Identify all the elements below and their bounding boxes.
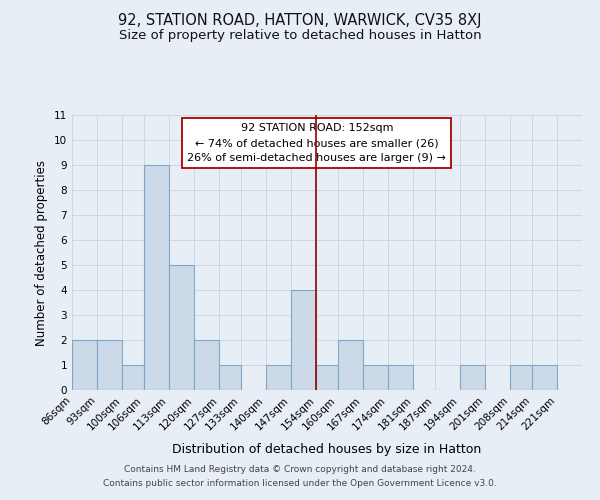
Text: Contains HM Land Registry data © Crown copyright and database right 2024.
Contai: Contains HM Land Registry data © Crown c… [103,466,497,487]
Text: 92 STATION ROAD: 152sqm
← 74% of detached houses are smaller (26)
26% of semi-de: 92 STATION ROAD: 152sqm ← 74% of detache… [187,123,446,163]
Bar [291,290,316,390]
Text: Size of property relative to detached houses in Hatton: Size of property relative to detached ho… [119,29,481,42]
Bar [363,365,388,390]
Bar [266,365,291,390]
Bar [510,365,532,390]
Bar [460,365,485,390]
Bar [316,365,338,390]
Bar [532,365,557,390]
Bar [72,340,97,390]
Bar [97,340,122,390]
Bar [169,265,194,390]
Bar [219,365,241,390]
Bar [388,365,413,390]
X-axis label: Distribution of detached houses by size in Hatton: Distribution of detached houses by size … [172,443,482,456]
Y-axis label: Number of detached properties: Number of detached properties [35,160,49,346]
Text: 92, STATION ROAD, HATTON, WARWICK, CV35 8XJ: 92, STATION ROAD, HATTON, WARWICK, CV35 … [118,12,482,28]
Bar [144,165,169,390]
Bar [338,340,363,390]
Bar [194,340,219,390]
Bar [122,365,144,390]
